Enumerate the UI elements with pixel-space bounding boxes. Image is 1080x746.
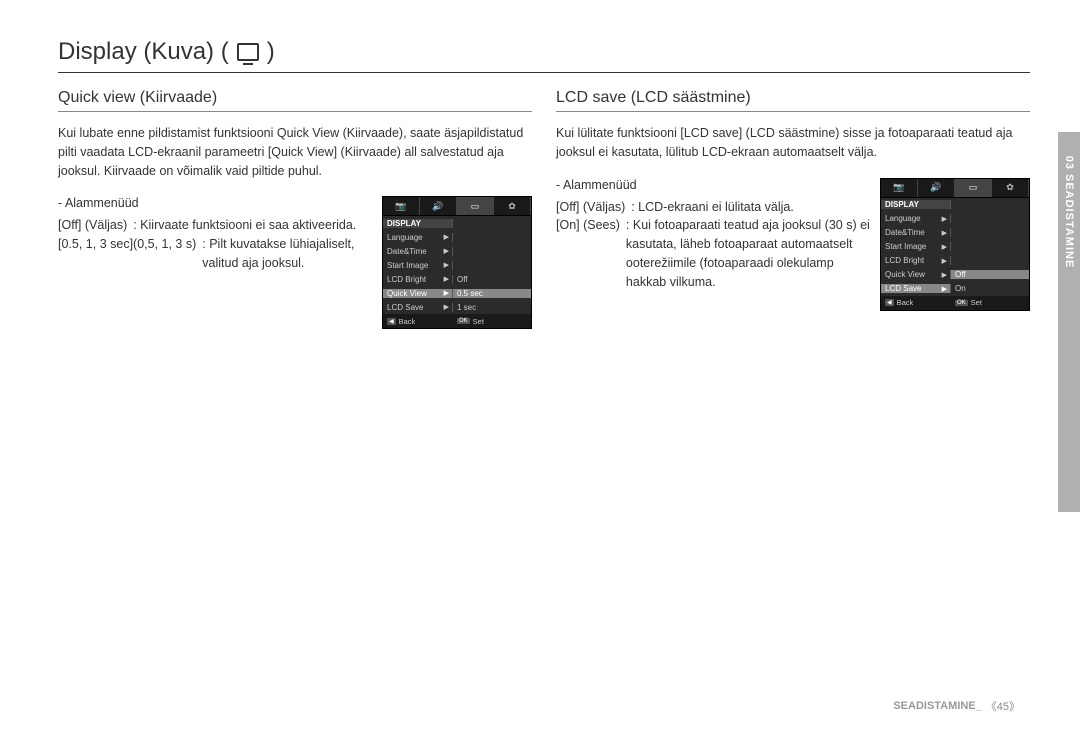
camera-menu-item: Quick View▶ — [881, 270, 951, 279]
camera-menu-tab: 📷 — [881, 179, 918, 197]
submenu-key: [Off] (Väljas) — [58, 216, 133, 235]
submenu-row: [Off] (Väljas) : Kiirvaate funktsiooni e… — [58, 216, 372, 235]
submenu-row: [Off] (Väljas) : LCD-ekraani ei lülitata… — [556, 198, 870, 217]
footer-label: SEADISTAMINE_ — [893, 700, 981, 712]
camera-menu-section-title: DISPLAY — [383, 219, 453, 228]
camera-menu-item: Date&Time▶ — [881, 228, 951, 237]
camera-menu-tab: ▭ — [457, 197, 494, 215]
camera-menu-item: LCD Bright▶ — [881, 256, 951, 265]
camera-menu-right: 📷🔊▭✿ DISPLAY Language▶ Date&Time▶ Start Imag… — [880, 178, 1030, 311]
camera-menu-tab: ▭ — [955, 179, 992, 197]
camera-menu-tab: 🔊 — [918, 179, 955, 197]
camera-menu-tab: 🔊 — [420, 197, 457, 215]
camera-menu-tab: ✿ — [494, 197, 531, 215]
lcd-save-paragraph: Kui lülitate funktsiooni [LCD save] (LCD… — [556, 124, 1030, 162]
camera-menu-tab: ✿ — [992, 179, 1029, 197]
title-text-2: ) — [267, 38, 275, 66]
camera-menu-value: Off — [951, 270, 1029, 279]
submenu-val: : Pilt kuvatakse lühiajaliselt, valitud … — [202, 235, 372, 273]
camera-menu-item: Quick View▶ — [383, 289, 453, 298]
submenu-val: : Kui fotoaparaati teatud aja jooksul (3… — [626, 216, 870, 291]
submenu-label-right: - Alammenüüd — [556, 178, 870, 192]
page-footer: SEADISTAMINE_ 《45》 — [893, 698, 1020, 714]
left-column: Quick view (Kiirvaade) Kui lubate enne p… — [58, 89, 532, 329]
camera-menu-tab: 📷 — [383, 197, 420, 215]
submenu-key: [0.5, 1, 3 sec](0,5, 1, 3 s) — [58, 235, 202, 273]
submenu-val: : Kiirvaate funktsiooni ei saa aktiveeri… — [133, 216, 372, 235]
page-number: 《45》 — [986, 698, 1020, 714]
camera-menu-item: Language▶ — [881, 214, 951, 223]
camera-menu-item: Start Image▶ — [383, 261, 453, 270]
camera-menu-item: Date&Time▶ — [383, 247, 453, 256]
camera-menu-section-title: DISPLAY — [881, 200, 951, 209]
camera-menu-item: Language▶ — [383, 233, 453, 242]
camera-footer-back: ◀Back — [881, 298, 951, 307]
quick-view-heading: Quick view (Kiirvaade) — [58, 89, 532, 112]
camera-menu-value: 0.5 sec — [453, 289, 531, 298]
submenu-key: [On] (Sees) — [556, 216, 626, 291]
camera-menu-item: LCD Bright▶ — [383, 275, 453, 284]
camera-menu-value: Off — [453, 275, 531, 284]
camera-menu-item: LCD Save▶ — [881, 284, 951, 293]
title-text-1: Display (Kuva) ( — [58, 38, 229, 66]
lcd-save-heading: LCD save (LCD säästmine) — [556, 89, 1030, 112]
camera-menu-item: Start Image▶ — [881, 242, 951, 251]
camera-menu-value: On — [951, 284, 1029, 293]
submenu-val: : LCD-ekraani ei lülitata välja. — [631, 198, 870, 217]
camera-menu-value: 1 sec — [453, 303, 531, 312]
right-column: LCD save (LCD säästmine) Kui lülitate fu… — [556, 89, 1030, 329]
quick-view-paragraph: Kui lubate enne pildistamist funktsiooni… — [58, 124, 532, 180]
submenu-row: [On] (Sees) : Kui fotoaparaati teatud aj… — [556, 216, 870, 291]
camera-footer-back: ◀Back — [383, 317, 453, 326]
submenu-row: [0.5, 1, 3 sec](0,5, 1, 3 s) : Pilt kuva… — [58, 235, 372, 273]
submenu-label-left: - Alammenüüd — [58, 196, 372, 210]
camera-menu-item: LCD Save▶ — [383, 303, 453, 312]
display-icon — [237, 43, 259, 61]
chapter-side-tab: 03 SEADISTAMINE — [1058, 132, 1080, 512]
camera-footer-set: OKSet — [951, 298, 1029, 307]
page-title: Display (Kuva) ( ) — [58, 38, 1030, 73]
chapter-side-label: 03 SEADISTAMINE — [1063, 156, 1075, 269]
camera-menu-left: 📷🔊▭✿ DISPLAY Language▶ Date&Time▶ Start Imag… — [382, 196, 532, 329]
submenu-key: [Off] (Väljas) — [556, 198, 631, 217]
camera-footer-set: OKSet — [453, 317, 531, 326]
